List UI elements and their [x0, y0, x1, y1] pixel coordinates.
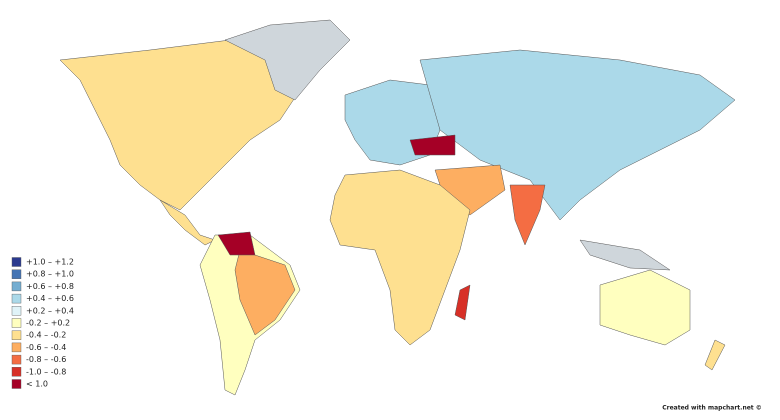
legend-label: +0.6 – +0.8 — [26, 282, 74, 291]
ukraine — [409, 134, 456, 156]
greenland — [224, 19, 351, 101]
legend-swatch — [11, 306, 22, 316]
legend-label: +0.4 – +0.6 — [26, 294, 74, 303]
map-shapes — [59, 19, 736, 396]
central-america — [159, 199, 216, 246]
new-zealand — [704, 339, 726, 371]
legend-swatch — [11, 269, 22, 279]
southeast-asia — [579, 239, 671, 271]
legend-swatch — [11, 342, 22, 353]
legend-label: +0.8 – +1.0 — [26, 270, 74, 279]
russia-asia — [419, 49, 736, 221]
legend-swatch — [11, 281, 22, 292]
north-america — [59, 39, 301, 211]
legend-label: +0.2 – +0.4 — [26, 306, 74, 315]
legend-swatch — [11, 330, 22, 340]
legend-label: -0.2 – +0.2 — [26, 319, 70, 328]
madagascar — [454, 284, 471, 321]
legend-label: -0.6 – -0.4 — [26, 343, 66, 352]
india — [509, 184, 546, 246]
brazil — [234, 249, 296, 336]
legend: +1.0 – +1.2 +0.8 – +1.0 +0.6 – +0.8 +0.4 – … — [11, 257, 74, 389]
venezuela — [217, 231, 256, 256]
legend-label: -0.8 – -0.6 — [26, 355, 66, 364]
credit: Created with mapchart.net © — [662, 405, 762, 412]
australia — [599, 269, 691, 346]
legend-swatch — [11, 293, 22, 304]
legend-label: -0.4 – -0.2 — [26, 331, 66, 340]
legend-swatch — [11, 354, 22, 365]
legend-swatch — [11, 367, 22, 377]
legend-label: < 1.0 — [26, 380, 48, 389]
legend-swatch — [11, 379, 22, 389]
africa — [329, 169, 471, 346]
legend-label: -1.0 – -0.8 — [26, 367, 66, 376]
legend-swatch — [11, 318, 22, 328]
legend-swatch — [11, 257, 22, 267]
legend-label: +1.0 – +1.2 — [26, 258, 74, 267]
